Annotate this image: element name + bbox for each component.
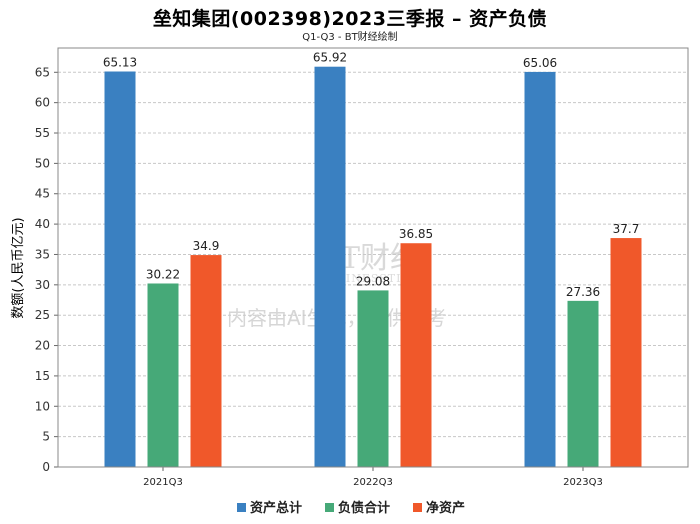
bar-净资产 bbox=[190, 255, 222, 467]
y-tick-label: 5 bbox=[42, 430, 50, 444]
x-tick-label: 2023Q3 bbox=[563, 477, 603, 488]
axes bbox=[57, 47, 689, 468]
y-tick-label: 10 bbox=[35, 399, 50, 413]
data-label: 36.85 bbox=[399, 227, 433, 241]
y-tick-label: 25 bbox=[35, 308, 50, 322]
legend-label: 负债合计 bbox=[338, 500, 390, 516]
bar-资产总计 bbox=[104, 71, 136, 468]
bar-资产总计 bbox=[524, 71, 556, 467]
x-tick-label: 2021Q3 bbox=[143, 477, 183, 488]
legend-swatch bbox=[325, 503, 334, 512]
y-tick-label: 30 bbox=[35, 278, 50, 292]
y-tick-label: 50 bbox=[35, 156, 50, 170]
y-tick-label: 60 bbox=[35, 96, 50, 110]
legend-label: 资产总计 bbox=[250, 500, 302, 516]
plot-border bbox=[57, 47, 689, 468]
y-tick-label: 35 bbox=[35, 247, 50, 261]
data-label: 65.92 bbox=[313, 51, 347, 65]
y-tick-label: 55 bbox=[35, 126, 50, 140]
chart-title: 垒知集团(002398)2023三季报 – 资产负债 bbox=[152, 8, 548, 30]
data-label: 29.08 bbox=[356, 274, 390, 288]
y-tick-label: 65 bbox=[35, 65, 50, 79]
bar-负债合计 bbox=[357, 290, 389, 467]
data-labels: 65.13 30.22 34.9 65.92 29.08 36.85 65.06 27.36 3… bbox=[103, 51, 640, 299]
bar-资产总计 bbox=[314, 66, 346, 467]
legend: 资产总计 负债合计 净资产 bbox=[237, 500, 465, 516]
data-label: 65.13 bbox=[103, 56, 137, 70]
bar-负债合计 bbox=[567, 300, 599, 467]
bar-净资产 bbox=[400, 243, 432, 467]
bars bbox=[104, 66, 642, 468]
y-tick-label: 45 bbox=[35, 187, 50, 201]
data-label: 37.7 bbox=[613, 222, 640, 236]
data-label: 65.06 bbox=[523, 56, 557, 70]
x-axis-ticks: 2021Q3 2022Q3 2023Q3 bbox=[143, 467, 603, 488]
y-axis-ticks: 0 5 10 15 20 25 30 35 40 45 50 55 60 65 bbox=[35, 65, 58, 474]
y-tick-label: 15 bbox=[35, 369, 50, 383]
legend-swatch bbox=[413, 503, 422, 512]
y-tick-label: 40 bbox=[35, 217, 50, 231]
y-axis-label: 数额(人民币亿元) bbox=[11, 217, 26, 318]
y-tick-label: 0 bbox=[42, 460, 50, 474]
legend-swatch bbox=[237, 503, 246, 512]
y-tick-label: 20 bbox=[35, 339, 50, 353]
data-label: 27.36 bbox=[566, 285, 600, 299]
chart-subtitle: Q1-Q3 - BT财经绘制 bbox=[302, 32, 398, 43]
data-label: 34.9 bbox=[193, 239, 220, 253]
bar-负债合计 bbox=[147, 283, 179, 467]
legend-label: 净资产 bbox=[426, 500, 465, 516]
x-tick-label: 2022Q3 bbox=[353, 477, 393, 488]
data-label: 30.22 bbox=[146, 267, 180, 281]
bar-净资产 bbox=[610, 238, 642, 467]
